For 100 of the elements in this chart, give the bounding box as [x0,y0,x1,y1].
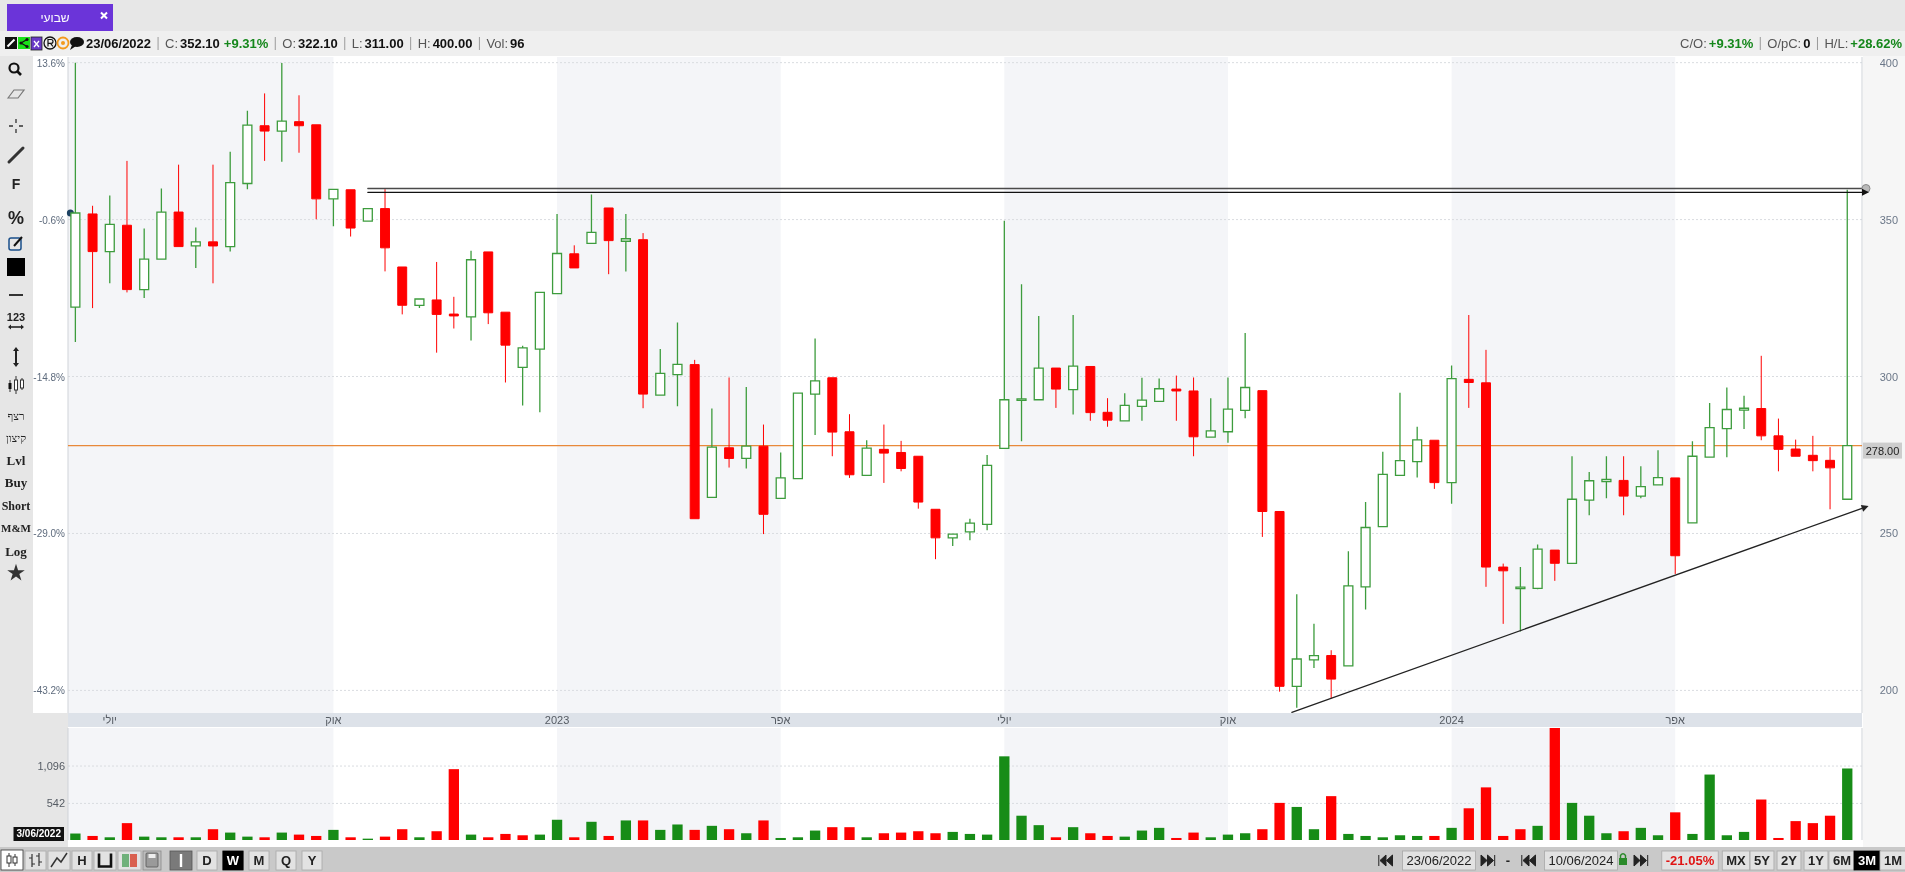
candlestick [1601,455,1612,499]
bar [1670,812,1681,840]
bar [878,833,890,840]
text: +28.62% [1850,36,1903,51]
bar [809,830,821,840]
bar [1274,802,1285,840]
text: Q [280,853,292,868]
y-tick-label: 1,096 [37,760,65,773]
text: 23/06/2022 [1406,853,1472,868]
bar [1532,825,1543,840]
candlestick [1566,455,1578,564]
y2-tick-label: -29.0% [33,528,66,540]
candlestick [1670,477,1681,575]
bar [827,827,838,840]
candlestick [861,439,872,477]
bar [1773,837,1784,840]
bar [844,827,855,840]
candlestick [758,424,769,535]
text: 1Y [1808,853,1825,868]
text: 322.10 [298,36,338,51]
text: 96 [510,36,525,51]
candlestick [1033,315,1044,401]
candlestick [311,124,322,220]
text: 3M [1857,853,1877,868]
candlestick [603,207,614,275]
bar [328,829,339,840]
bar [930,833,941,840]
text: +9.31% [1708,36,1754,51]
y2-tick-label: -14.8% [33,371,66,383]
candlestick [1704,402,1715,458]
candlestick [1274,510,1285,693]
bar [672,824,683,840]
candlestick [655,348,666,396]
candlestick [1498,563,1509,625]
bar [1704,774,1715,840]
bar [1308,829,1320,840]
candlestick [87,205,98,309]
candlestick [1825,446,1836,510]
bar [121,823,133,840]
bar [259,837,270,840]
text: 1M [1883,853,1903,868]
bar [620,820,632,840]
x-tick-label: יולי [102,714,117,726]
candlestick [1102,397,1113,428]
bar [586,821,597,840]
bar [861,837,872,840]
bar [1377,837,1388,840]
text: H: [417,36,431,51]
candlestick [809,337,821,436]
y-tick-label: 542 [46,797,65,810]
bar [1790,821,1801,840]
candlestick [242,110,253,190]
bar [190,837,201,840]
bar [276,832,287,840]
bar [397,829,408,840]
text: Log [5,544,28,559]
text: 2Y [1781,853,1798,868]
candlestick [1394,392,1406,477]
bar [1756,799,1767,840]
candlestick [1584,471,1595,516]
text: H/L: [1824,36,1849,51]
text: - [1505,853,1511,868]
bar [1136,830,1148,840]
chart-title: שבועי [40,11,70,25]
candlestick [1308,623,1320,669]
text: Buy [4,475,28,490]
candlestick [930,508,941,560]
y2-tick-label: -0.6% [38,214,66,226]
text: 311.00 [364,36,404,51]
candlestick [1136,377,1148,422]
x-tick-label: אפר [1665,714,1686,726]
candlestick [827,377,838,457]
candlestick [1171,375,1182,422]
candlestick [1412,426,1423,479]
candlestick [1515,566,1526,633]
candlestick [878,424,889,484]
bar [173,837,184,840]
x-tick-label: 2024 [1439,714,1464,726]
text: O/pC: [1767,36,1802,51]
bar [1584,815,1595,840]
bar [569,837,580,840]
text: O: [282,36,297,51]
candlestick [483,251,494,325]
candlestick [397,266,408,315]
candlestick [465,250,477,342]
text: 0 [1803,36,1811,51]
text: 400.00 [432,36,473,51]
candlestick [156,187,167,260]
candlestick [380,188,390,272]
candlestick [724,376,735,469]
y-tick-label: 400 [1879,56,1898,69]
bar [655,829,666,840]
candlestick [1842,189,1853,500]
candlestick [414,298,425,309]
ref-line-label: 278.00 [1865,444,1900,457]
y-tick-label: 200 [1879,684,1898,697]
bar [1652,835,1664,840]
bar [1480,787,1492,840]
bar [517,835,528,840]
bar [1394,835,1406,840]
